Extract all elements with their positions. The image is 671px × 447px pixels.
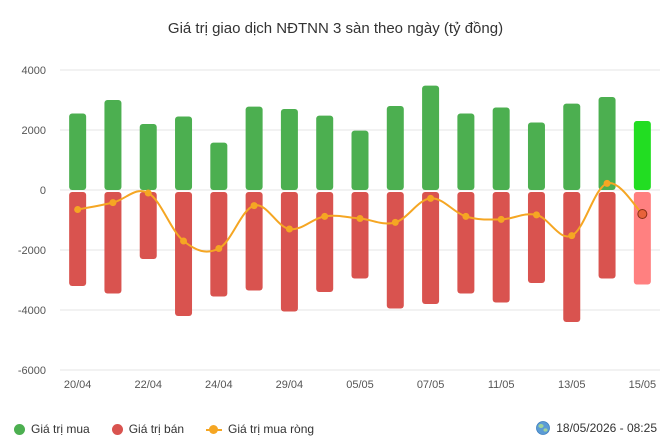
bar-sell[interactable] xyxy=(386,192,404,309)
y-tick-label: 0 xyxy=(40,185,46,197)
bar-buy[interactable] xyxy=(422,85,440,190)
legend-buy-swatch xyxy=(14,423,25,435)
net-point[interactable] xyxy=(215,245,223,252)
bar-buy[interactable] xyxy=(280,109,298,190)
x-tick-label: 07/05 xyxy=(417,379,445,391)
net-point[interactable] xyxy=(568,232,576,240)
x-tick-label: 11/05 xyxy=(488,379,515,391)
bar-buy[interactable] xyxy=(210,142,228,190)
bar-sell[interactable] xyxy=(210,192,228,297)
x-tick-label: 22/04 xyxy=(134,379,162,391)
legend: Giá trị mua Giá trị bán Giá trị mua ròng xyxy=(14,422,336,436)
legend-buy-label: Giá trị mua xyxy=(31,422,90,436)
bar-buy[interactable] xyxy=(139,124,157,190)
net-point[interactable] xyxy=(427,194,435,202)
legend-item-net[interactable]: Giá trị mua ròng xyxy=(206,422,314,436)
x-tick-label: 24/04 xyxy=(205,379,233,391)
net-point[interactable] xyxy=(603,179,611,187)
bar-sell[interactable] xyxy=(457,192,475,294)
bar-sell[interactable] xyxy=(139,192,157,259)
bar-sell[interactable] xyxy=(69,192,87,286)
timestamp-text: 18/05/2026 - 08:25 xyxy=(556,421,657,435)
legend-sell-label: Giá trị bán xyxy=(128,422,185,436)
net-point[interactable] xyxy=(109,199,117,207)
bar-buy[interactable] xyxy=(351,130,369,190)
bar-sell[interactable] xyxy=(422,192,440,304)
bar-buy[interactable] xyxy=(386,106,404,190)
x-tick-label: 15/05 xyxy=(629,379,657,391)
x-tick-label: 13/05 xyxy=(558,379,586,391)
bar-sell[interactable] xyxy=(175,192,193,316)
bar-buy[interactable] xyxy=(457,113,475,191)
bar-sell[interactable] xyxy=(527,192,545,283)
y-tick-label: -4000 xyxy=(18,305,46,317)
chart-title: Giá trị giao dịch NĐTNN 3 sàn theo ngày … xyxy=(167,20,504,37)
legend-net-swatch xyxy=(206,424,223,435)
bar-sell[interactable] xyxy=(280,192,298,312)
bar-buy[interactable] xyxy=(563,103,581,190)
bar-sell[interactable] xyxy=(351,192,369,279)
bar-sell[interactable] xyxy=(598,192,616,279)
x-tick-label: 20/04 xyxy=(64,379,92,391)
net-point[interactable] xyxy=(462,212,470,220)
net-point[interactable] xyxy=(74,206,82,213)
x-tick-label: 05/05 xyxy=(346,379,374,391)
bar-sell[interactable] xyxy=(316,192,334,292)
bar-buy[interactable] xyxy=(104,100,122,190)
y-tick-label: -2000 xyxy=(18,245,46,257)
x-tick-label: 29/04 xyxy=(276,379,304,391)
net-point[interactable] xyxy=(637,209,648,219)
bar-sell[interactable] xyxy=(492,192,510,303)
legend-net-label: Giá trị mua ròng xyxy=(228,422,315,436)
net-point[interactable] xyxy=(180,237,188,245)
bar-buy[interactable] xyxy=(492,107,510,191)
legend-item-sell[interactable]: Giá trị bán xyxy=(111,422,185,436)
net-point[interactable] xyxy=(356,215,364,222)
bar-buy[interactable] xyxy=(633,121,651,190)
globe-icon xyxy=(536,421,551,435)
bar-buy[interactable] xyxy=(527,122,545,191)
y-tick-label: 4000 xyxy=(22,65,46,77)
net-point[interactable] xyxy=(497,215,505,223)
y-tick-label: -6000 xyxy=(18,365,46,377)
net-point[interactable] xyxy=(391,218,399,226)
bar-buy[interactable] xyxy=(175,116,193,191)
bar-sell[interactable] xyxy=(245,192,263,291)
net-point[interactable] xyxy=(532,211,540,219)
net-point[interactable] xyxy=(250,202,258,210)
legend-sell-swatch xyxy=(111,423,123,435)
bar-buy[interactable] xyxy=(316,115,334,190)
timestamp: 18/05/2026 - 08:25 xyxy=(536,421,657,435)
bar-buy[interactable] xyxy=(245,106,263,190)
bar-buy[interactable] xyxy=(598,97,616,190)
chart-plot: 4000 2000 0 -2000 -4000 -6000 20/04 22/04 24/04… xyxy=(18,65,660,391)
legend-item-buy[interactable]: Giá trị mua xyxy=(14,422,90,436)
bar-sell[interactable] xyxy=(104,192,122,294)
bar-sell[interactable] xyxy=(563,192,581,322)
y-tick-label: 2000 xyxy=(22,125,46,137)
net-point[interactable] xyxy=(285,225,293,233)
net-point[interactable] xyxy=(321,212,329,220)
bar-buy[interactable] xyxy=(69,113,87,191)
net-point[interactable] xyxy=(144,189,152,197)
